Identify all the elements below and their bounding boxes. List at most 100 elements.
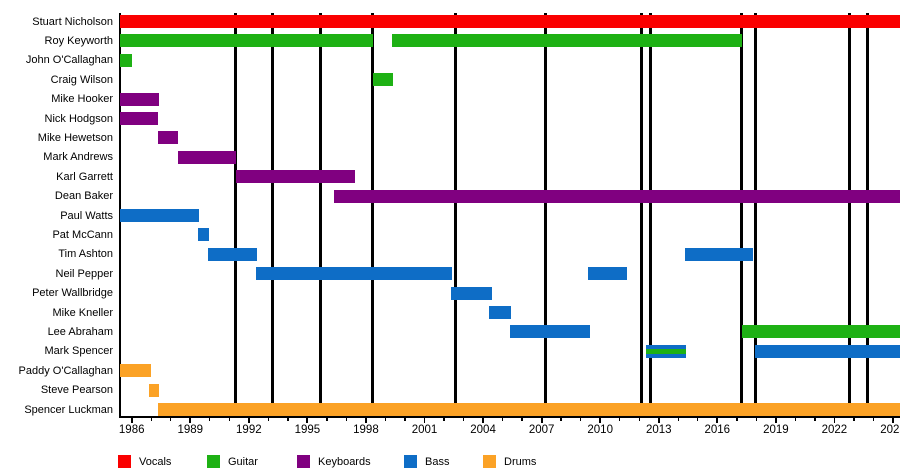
- axis-major-tick: [892, 417, 894, 423]
- album-release-line: [640, 13, 644, 416]
- tenure-bar-keyboards: [334, 189, 900, 203]
- axis-minor-tick: [560, 417, 562, 421]
- tenure-bar-guitar: [741, 325, 900, 339]
- album-release-line: [270, 13, 274, 416]
- axis-major-tick: [540, 417, 543, 423]
- member-label: Karl Garrett: [56, 170, 113, 183]
- tenure-bar-bass: [255, 267, 452, 281]
- tenure-bar-guitar: [120, 34, 373, 48]
- tenure-bar-keyboards: [157, 131, 179, 145]
- axis-major-tick: [130, 417, 133, 423]
- tenure-bar-keyboards: [235, 170, 355, 184]
- album-release-line: [454, 13, 458, 416]
- member-label: Stuart Nicholson: [32, 15, 113, 28]
- tenure-bar-bass-guitar: [645, 344, 686, 358]
- axis-minor-tick: [521, 417, 523, 421]
- tenure-bar-keyboards: [120, 92, 160, 106]
- axis-major-tick: [482, 417, 484, 423]
- legend-label-keyboards: Keyboards: [318, 456, 371, 468]
- axis-minor-tick: [501, 417, 504, 421]
- x-axis-line: [119, 416, 900, 418]
- axis-tick-label: 2013: [645, 424, 672, 436]
- tenure-bar-keyboards: [120, 112, 159, 125]
- axis-minor-tick: [794, 417, 797, 421]
- axis-major-tick: [247, 417, 250, 423]
- tenure-bar-bass: [588, 267, 627, 281]
- axis-major-tick: [716, 417, 719, 423]
- member-label: Tim Ashton: [58, 248, 113, 261]
- tenure-bar-bass: [208, 247, 257, 261]
- album-release-line: [740, 13, 744, 416]
- axis-minor-tick: [209, 417, 211, 421]
- axis-minor-tick: [443, 417, 445, 421]
- axis-minor-tick: [853, 417, 855, 421]
- member-label: Neil Pepper: [55, 267, 113, 280]
- axis-minor-tick: [619, 417, 621, 421]
- axis-tick-label: 2025: [880, 424, 900, 436]
- axis-tick-label: 1989: [177, 424, 204, 436]
- axis-minor-tick: [326, 417, 328, 421]
- axis-minor-tick: [228, 417, 230, 421]
- tenure-bar-bass: [684, 247, 754, 261]
- member-label: Paddy O'Callaghan: [18, 364, 113, 377]
- legend-swatch-drums: [483, 455, 496, 468]
- axis-major-tick: [189, 417, 192, 423]
- tenure-bar-bass: [120, 209, 200, 222]
- axis-minor-tick: [150, 417, 152, 421]
- album-release-line: [234, 13, 238, 416]
- legend-swatch-guitar: [207, 455, 220, 468]
- member-label: Craig Wilson: [50, 73, 113, 86]
- axis-tick-label: 1992: [236, 424, 262, 436]
- member-label: Pat McCann: [52, 228, 113, 241]
- member-label: Roy Keyworth: [44, 34, 113, 47]
- axis-minor-tick: [287, 417, 289, 421]
- member-label: Mark Spencer: [44, 345, 113, 358]
- axis-tick-label: 1998: [353, 424, 379, 436]
- legend-swatch-bass: [404, 455, 417, 468]
- axis-minor-tick: [267, 417, 270, 421]
- axis-tick-label: 2019: [763, 424, 789, 436]
- tenure-bar-bass: [754, 344, 900, 358]
- tenure-bar-bass: [450, 286, 492, 300]
- axis-minor-tick: [345, 417, 348, 421]
- member-label: Nick Hodgson: [44, 112, 113, 125]
- album-release-line: [318, 13, 322, 416]
- axis-tick-label: 2022: [821, 424, 848, 436]
- album-release-line: [649, 13, 653, 416]
- tenure-bar-bass: [198, 228, 209, 242]
- axis-minor-tick: [755, 417, 758, 421]
- tenure-bar-guitar: [120, 53, 133, 67]
- member-label: Steve Pearson: [40, 384, 113, 397]
- axis-tick-label: 1986: [118, 424, 145, 436]
- tenure-bar-bass: [489, 306, 511, 319]
- member-label: Mike Kneller: [52, 306, 113, 319]
- axis-major-tick: [423, 417, 426, 423]
- axis-minor-tick: [872, 417, 875, 421]
- y-axis-line: [119, 13, 121, 418]
- member-label: John O'Callaghan: [25, 54, 113, 67]
- axis-tick-label: 2016: [704, 424, 731, 436]
- axis-tick-label: 2007: [528, 424, 555, 436]
- axis-minor-tick: [404, 417, 406, 421]
- tenure-bar-keyboards: [177, 150, 236, 164]
- axis-minor-tick: [170, 417, 172, 421]
- axis-minor-tick: [736, 417, 738, 421]
- tenure-bar-drums: [149, 383, 160, 397]
- axis-minor-tick: [677, 417, 679, 421]
- tenure-bar-drums: [120, 364, 152, 378]
- tenure-bar-bass: [510, 325, 591, 339]
- axis-major-tick: [599, 417, 602, 423]
- member-label: Mark Andrews: [43, 151, 113, 164]
- axis-minor-tick: [462, 417, 465, 421]
- axis-minor-tick: [638, 417, 640, 421]
- axis-major-tick: [833, 417, 836, 423]
- member-label: Mike Hooker: [51, 93, 113, 106]
- member-label: Mike Hewetson: [37, 131, 113, 144]
- axis-minor-tick: [814, 417, 816, 421]
- legend-label-drums: Drums: [504, 456, 537, 468]
- album-release-line: [865, 13, 869, 416]
- tenure-bar-guitar: [391, 34, 742, 48]
- axis-minor-tick: [697, 417, 699, 421]
- album-release-line: [371, 13, 375, 416]
